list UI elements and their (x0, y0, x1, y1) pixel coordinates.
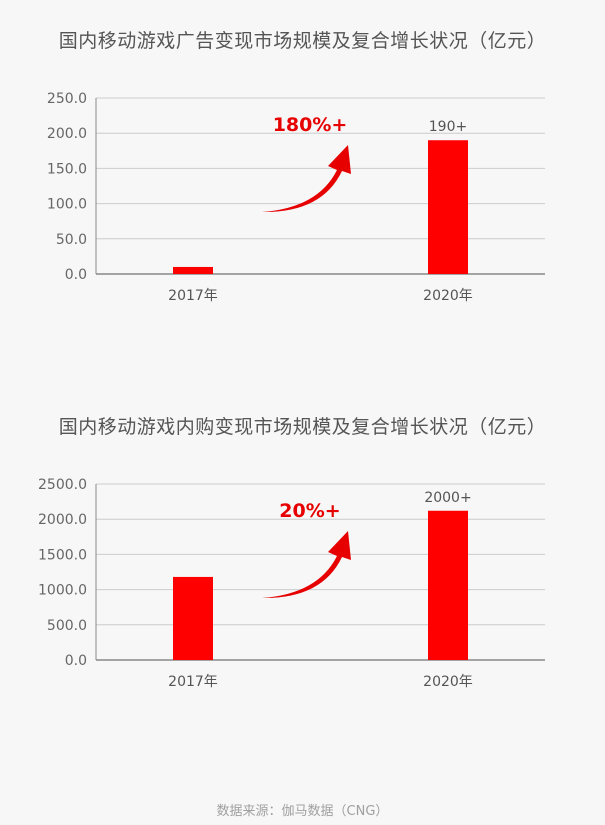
y-tick-label: 200.0 (47, 126, 87, 142)
y-tick-label: 1000.0 (38, 583, 87, 599)
growth-arrow-icon (262, 531, 351, 599)
growth-rate-label: 180%+ (273, 114, 348, 136)
chart-iap-revenue-plot: 0.0 500.0 1000.0 1500.0 2000.0 2500.0 2017年 202… (38, 477, 545, 690)
y-tick-label: 250.0 (47, 91, 87, 107)
bar-data-label: 190+ (429, 119, 467, 135)
growth-arrow-shape (262, 145, 351, 213)
bar-data-label: 2000+ (424, 490, 471, 506)
x-category-label: 2017年 (168, 674, 218, 690)
chart-title: 国内移动游戏广告变现市场规模及复合增长状况（亿元） (58, 30, 547, 52)
y-tick-label: 0.0 (65, 653, 87, 669)
chart-ad-revenue-plot: 0.0 50.0 100.0 150.0 200.0 250.0 2017年 2020年 190… (47, 91, 545, 304)
y-tick-label: 50.0 (56, 232, 87, 248)
growth-arrow-icon (262, 145, 351, 213)
y-tick-label: 1500.0 (38, 547, 87, 563)
x-category-label: 2020年 (423, 674, 473, 690)
y-tick-label: 0.0 (65, 267, 87, 283)
bar-2020年 (428, 510, 468, 660)
y-tick-label: 2500.0 (38, 477, 87, 493)
growth-arrow-shape (262, 531, 351, 599)
y-tick-label: 100.0 (47, 197, 87, 213)
x-category-label: 2017年 (168, 288, 218, 304)
x-category-label: 2020年 (423, 288, 473, 304)
y-tick-label: 500.0 (47, 618, 87, 634)
bar-2017年 (173, 266, 213, 274)
chart-title: 国内移动游戏内购变现市场规模及复合增长状况（亿元） (58, 416, 547, 438)
y-tick-label: 150.0 (47, 161, 87, 177)
y-tick-label: 2000.0 (38, 512, 87, 528)
data-source-note: 数据来源：伽马数据（CNG） (216, 804, 389, 819)
growth-rate-label: 20%+ (279, 500, 340, 522)
bar-2017年 (173, 576, 213, 660)
bar-2020年 (428, 140, 468, 274)
